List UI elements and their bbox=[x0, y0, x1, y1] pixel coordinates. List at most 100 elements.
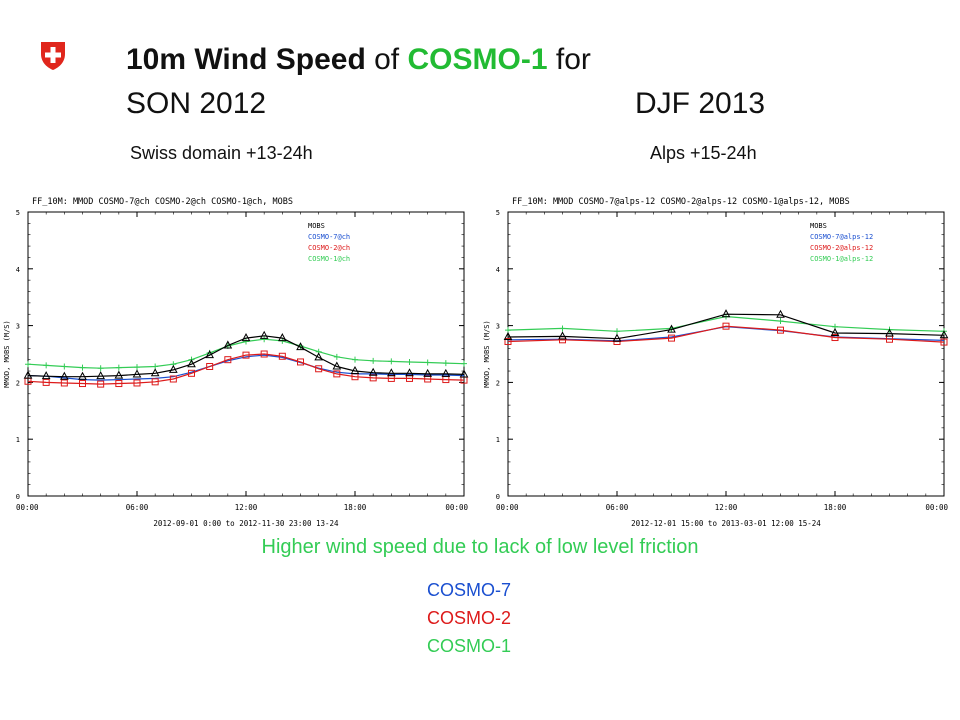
point-mobs bbox=[558, 331, 567, 340]
point-cosmo-2-ch bbox=[60, 379, 68, 387]
chart-title: FF_10M: MMOD COSMO-7@alps-12 COSMO-2@alp… bbox=[512, 197, 850, 207]
point-cosmo-2-alps-12 bbox=[668, 334, 675, 342]
legend-entry-cosmo-2-ch: COSMO-2@ch bbox=[308, 244, 350, 252]
series-line-mobs bbox=[27, 335, 465, 378]
point-mobs bbox=[259, 330, 269, 339]
plot-frame bbox=[27, 211, 465, 497]
point-mobs bbox=[441, 368, 451, 377]
point-cosmo-1-ch bbox=[43, 362, 50, 369]
season-left: SON 2012 bbox=[126, 87, 267, 120]
point-cosmo-2-ch bbox=[297, 358, 304, 366]
point-cosmo-1-ch bbox=[424, 359, 431, 366]
point-mobs bbox=[223, 340, 233, 349]
point-cosmo-2-ch bbox=[115, 380, 123, 388]
legend-entry-cosmo-7-ch: COSMO-7@ch bbox=[308, 233, 350, 241]
x-axis-label: 2012-09-01 0:00 to 2012-11-30 23:00 13-2… bbox=[153, 519, 339, 528]
point-mobs bbox=[168, 364, 178, 373]
point-cosmo-1-ch bbox=[352, 356, 358, 363]
point-cosmo-1-ch bbox=[25, 361, 31, 368]
point-mobs bbox=[405, 368, 414, 377]
point-cosmo-2-ch bbox=[333, 370, 341, 378]
x-tick-label: 00:00 bbox=[925, 503, 948, 512]
point-mobs bbox=[939, 330, 949, 339]
series-line-cosmo-2-alps-12 bbox=[507, 325, 945, 343]
x-axis-label: 2012-12-01 15:00 to 2013-03-01 12:00 15-… bbox=[631, 519, 821, 528]
chart-panel-djf: FF_10M: MMOD COSMO-7@alps-12 COSMO-2@alp… bbox=[480, 186, 950, 530]
point-cosmo-1-ch bbox=[79, 364, 86, 371]
y-tick-label: 1 bbox=[16, 436, 20, 444]
series-line-cosmo-2-ch bbox=[27, 353, 465, 385]
point-cosmo-2-ch bbox=[169, 375, 177, 383]
point-mobs bbox=[23, 370, 33, 379]
x-tick-label: 06:00 bbox=[126, 503, 149, 512]
point-mobs bbox=[350, 365, 360, 375]
x-tick-label: 12:00 bbox=[235, 503, 258, 512]
point-cosmo-2-ch bbox=[188, 369, 195, 377]
legend-entry-mobs: MOBS bbox=[810, 222, 827, 230]
point-cosmo-2-alps-12 bbox=[504, 338, 512, 346]
point-cosmo-2-ch bbox=[315, 365, 323, 373]
plot-frame bbox=[507, 211, 945, 497]
point-cosmo-2-ch bbox=[206, 362, 214, 370]
y-tick-label: 5 bbox=[496, 209, 500, 217]
y-axis-label: MMOD, MOBS (M/S) bbox=[3, 320, 11, 387]
point-cosmo-1-alps-12 bbox=[559, 325, 566, 332]
point-cosmo-2-ch bbox=[260, 350, 268, 358]
legend-entry-cosmo-1-ch: COSMO-1@ch bbox=[308, 255, 350, 263]
point-mobs bbox=[277, 333, 287, 342]
point-cosmo-2-ch bbox=[224, 356, 232, 364]
y-axis-label: MMOD, MOBS (M/S) bbox=[483, 320, 491, 387]
legend-entry-mobs: MOBS bbox=[308, 222, 325, 230]
y-tick-label: 2 bbox=[496, 379, 500, 387]
point-mobs bbox=[612, 333, 622, 342]
title-for: for bbox=[555, 43, 591, 76]
y-tick-label: 1 bbox=[496, 436, 500, 444]
point-mobs bbox=[314, 352, 324, 361]
page-title: 10m Wind Speed of COSMO-1 for bbox=[126, 38, 591, 82]
point-cosmo-1-ch bbox=[406, 358, 413, 365]
season-right: DJF 2013 bbox=[635, 87, 766, 120]
legend-entry-cosmo-7-alps-12: COSMO-7@alps-12 bbox=[810, 233, 873, 241]
point-mobs bbox=[885, 328, 894, 337]
point-mobs bbox=[667, 324, 676, 333]
legend-cosmo-2: COSMO-2 bbox=[427, 608, 512, 628]
legend-cosmo-7: COSMO-7 bbox=[427, 580, 512, 600]
annotation-note: Higher wind speed due to lack of low lev… bbox=[261, 536, 699, 558]
swiss-flag-icon bbox=[41, 42, 65, 70]
point-mobs bbox=[332, 361, 342, 370]
chart-panel-son: FF_10M: MMOD COSMO-7@ch COSMO-2@ch COSMO… bbox=[0, 186, 470, 530]
point-mobs bbox=[78, 371, 87, 380]
y-tick-label: 4 bbox=[496, 266, 500, 274]
title-model: COSMO-1 bbox=[407, 43, 548, 76]
title-quantity: 10m Wind Speed bbox=[126, 43, 366, 76]
legend-cosmo-1: COSMO-1 bbox=[427, 636, 512, 656]
point-mobs bbox=[96, 371, 106, 380]
point-cosmo-2-alps-12 bbox=[831, 334, 839, 342]
point-cosmo-1-ch bbox=[333, 353, 340, 360]
point-cosmo-1-ch bbox=[261, 336, 268, 343]
point-mobs bbox=[114, 370, 124, 379]
point-cosmo-1-ch bbox=[243, 338, 249, 345]
point-cosmo-1-ch bbox=[388, 358, 395, 365]
point-cosmo-2-ch bbox=[151, 378, 159, 386]
point-cosmo-2-alps-12 bbox=[722, 322, 730, 330]
point-mobs bbox=[205, 350, 215, 359]
point-cosmo-1-ch bbox=[115, 364, 122, 371]
point-cosmo-2-ch bbox=[42, 378, 50, 386]
point-cosmo-2-alps-12 bbox=[777, 326, 784, 334]
point-cosmo-1-ch bbox=[370, 357, 377, 364]
point-mobs bbox=[776, 309, 785, 318]
y-tick-label: 5 bbox=[16, 209, 20, 217]
point-mobs bbox=[241, 333, 251, 342]
point-mobs bbox=[830, 327, 840, 336]
point-cosmo-1-alps-12 bbox=[777, 318, 784, 325]
point-mobs bbox=[459, 369, 469, 378]
y-tick-label: 4 bbox=[16, 266, 20, 274]
subtitle-left: Swiss domain +13-24h bbox=[130, 143, 313, 163]
point-mobs bbox=[368, 367, 378, 376]
x-tick-label: 18:00 bbox=[344, 503, 367, 512]
point-cosmo-2-ch bbox=[133, 379, 141, 387]
x-tick-label: 00:00 bbox=[16, 503, 39, 512]
series-line-mobs bbox=[507, 313, 945, 340]
point-mobs bbox=[721, 309, 731, 318]
